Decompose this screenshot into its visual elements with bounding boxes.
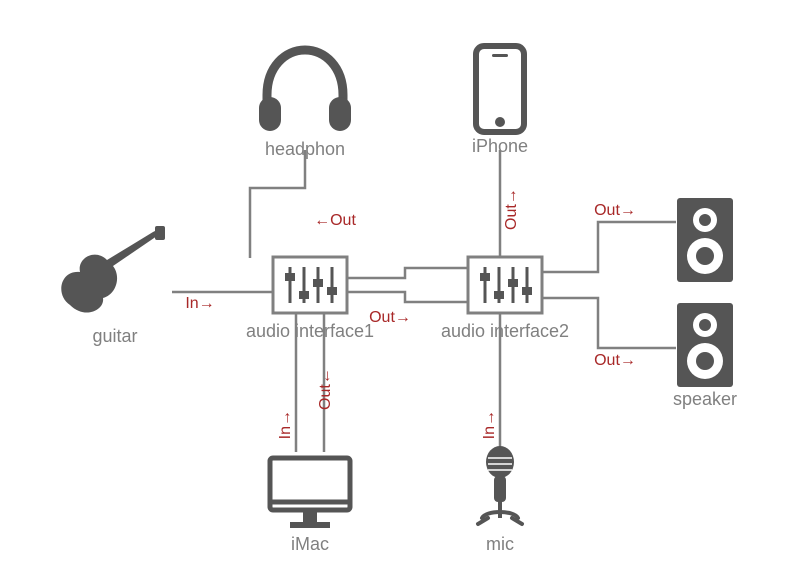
iphone-label: iPhone [472,136,528,156]
edge-label-mic-ai2: In→ [481,410,498,439]
headphones-label: headphon [265,139,345,159]
headphones-icon [259,50,351,131]
imac-icon [270,458,350,528]
wire-ai1-ai2-a [348,268,468,278]
wire-ai1-ai2-b [348,292,468,302]
wire-ai2-spk-top [543,222,676,272]
mic-label: mic [486,534,514,554]
edge-label-guitar-ai1: In→ [185,295,214,312]
edge-label-headphones-ai1: ←Out [314,212,356,229]
audio-interface1-icon [273,257,347,313]
edge-label-ai1-imac-out: Out← [317,368,334,410]
edge-label-ai1-imac-in: In→ [277,410,294,439]
ai2-label: audio interface2 [441,321,569,341]
speaker_bot-label: speaker [673,389,737,409]
mic-icon [478,446,522,524]
speaker-bottom-icon [677,303,733,387]
edge-label-iphone-ai2: Out→ [503,188,520,230]
iphone-icon [476,46,524,132]
speaker-top-icon [677,198,733,282]
edge-label-ai2-spk-bot: Out→ [594,352,636,369]
edge-label-ai2-spk-top: Out→ [594,202,636,219]
audio-interface2-icon [468,257,542,313]
ai1-label: audio interface1 [246,321,374,341]
wire-headphones-ai1 [250,150,305,258]
imac-label: iMac [291,534,329,554]
guitar-icon [61,226,165,313]
audio-diagram: In→ ←Out Out→ Out→ Out→ Out→ In→ Out← In→ guitar… [0,0,800,584]
guitar-label: guitar [92,326,137,346]
edge-label-ai1-ai2-b: Out→ [369,309,411,326]
